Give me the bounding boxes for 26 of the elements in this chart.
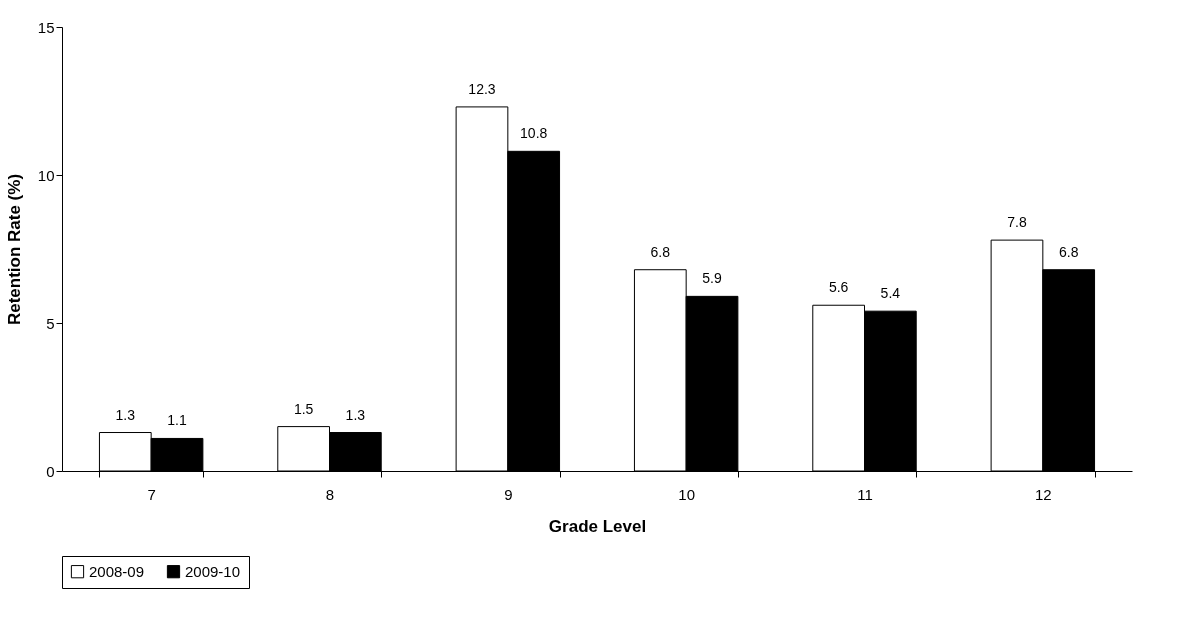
y-tick-label: 15 <box>37 18 55 36</box>
data-label: 5.9 <box>702 270 722 287</box>
y-tick-label: 0 <box>46 462 55 480</box>
y-tick-label: 5 <box>46 314 55 332</box>
x-tick-label: 10 <box>678 485 696 503</box>
x-tick-label: 8 <box>325 485 335 503</box>
data-label: 6.8 <box>650 243 671 260</box>
data-label: 5.6 <box>828 279 849 296</box>
y-tick-label: 10 <box>37 166 55 184</box>
legend-label: 2008-09 <box>89 562 145 580</box>
y-axis-title: Retention Rate (%) <box>4 173 24 326</box>
data-label: 1.3 <box>115 406 136 423</box>
data-label: 5.4 <box>880 285 901 302</box>
x-tick-label: 11 <box>857 485 873 503</box>
data-label: 1.3 <box>345 406 366 423</box>
data-label: 1.5 <box>293 400 314 417</box>
legend-label: 2009-10 <box>185 562 241 580</box>
x-tick-label: 7 <box>147 485 156 503</box>
data-label: 10.8 <box>520 125 548 142</box>
x-axis-title: Grade Level <box>548 516 647 536</box>
x-tick-label: 12 <box>1034 485 1052 503</box>
x-tick-label: 9 <box>504 485 513 503</box>
data-label: 7.8 <box>1007 214 1027 231</box>
data-label: 12.3 <box>468 80 496 97</box>
data-label: 6.8 <box>1058 243 1079 260</box>
data-label: 1.1 <box>167 412 187 429</box>
